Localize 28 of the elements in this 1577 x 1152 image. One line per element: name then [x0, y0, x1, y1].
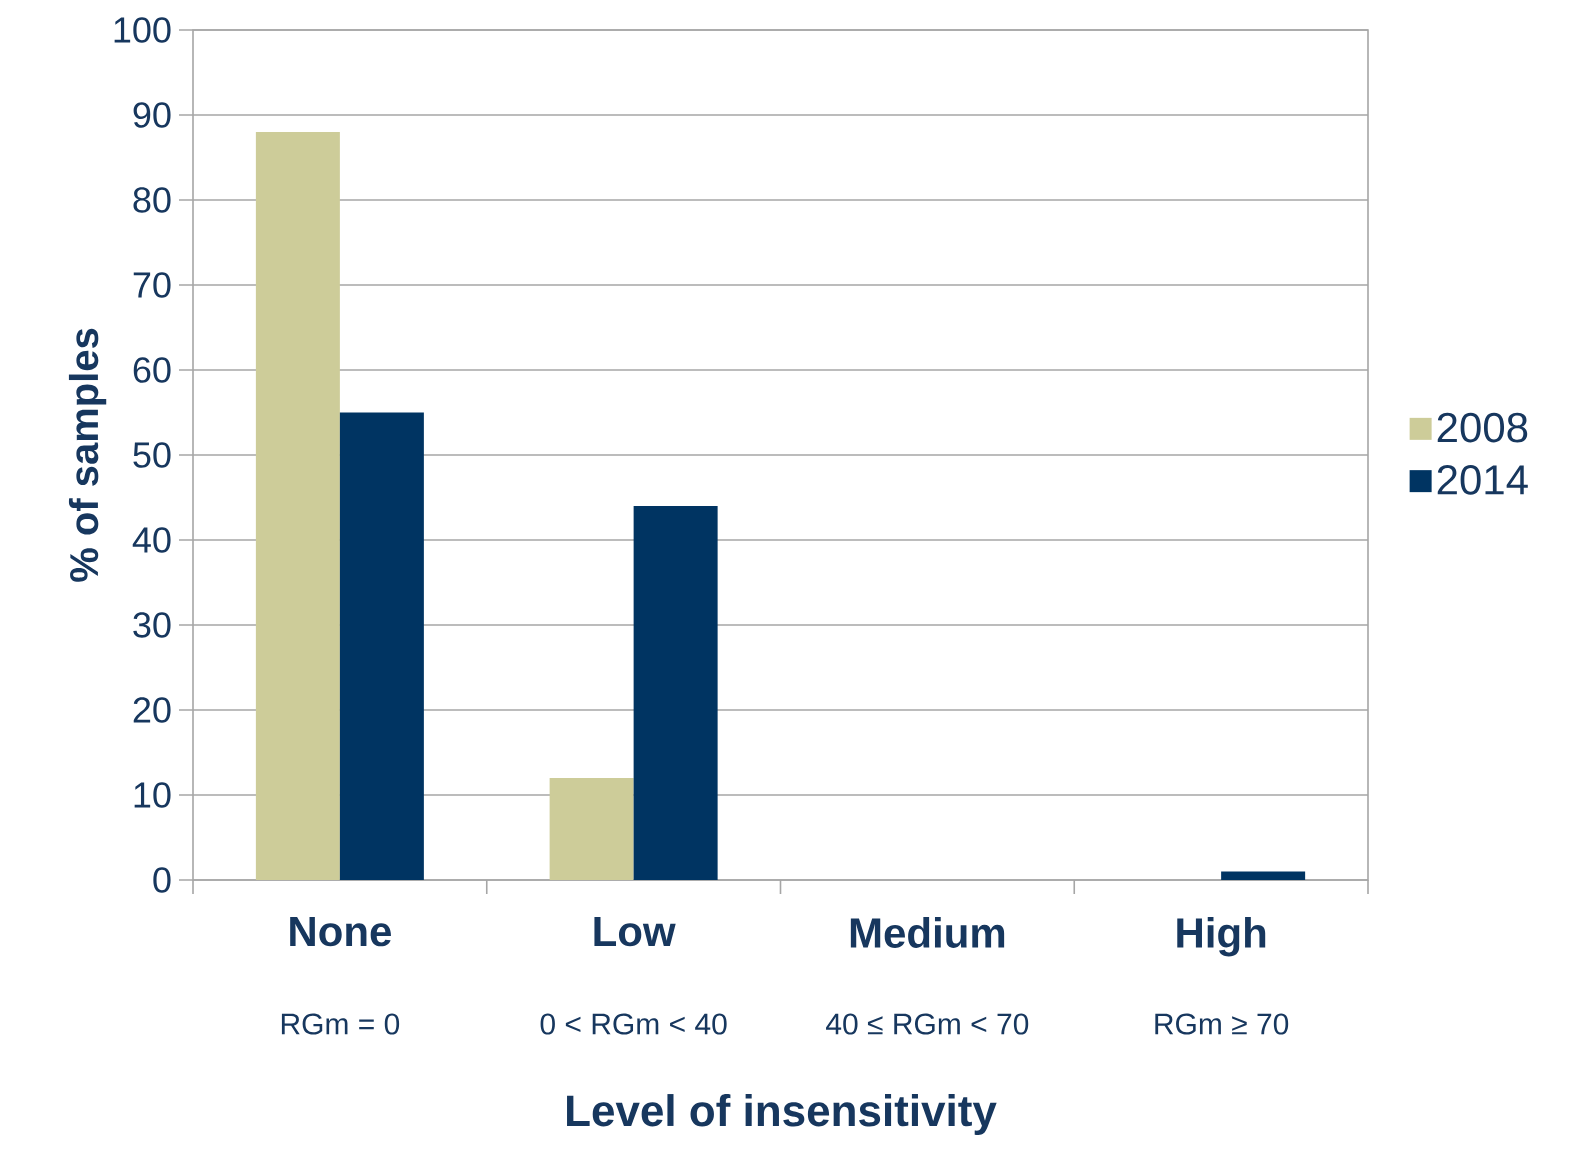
- x-tick-label: Low: [594, 917, 676, 947]
- y-tick-label: 0: [153, 867, 171, 893]
- bar: [549, 778, 634, 880]
- bar: [255, 131, 340, 880]
- bar: [339, 412, 424, 880]
- y-tick-label: 20: [133, 697, 171, 723]
- text: RGm = 0: [281, 1013, 400, 1035]
- x-axis-title: Level of insensitivity: [567, 1094, 997, 1136]
- y-tick-label: 50: [133, 442, 171, 468]
- bar: [1221, 871, 1306, 880]
- bar: [633, 505, 718, 880]
- y-tick-label: 80: [133, 187, 171, 213]
- text: 40 ≤ RGm < 70: [826, 1013, 1029, 1035]
- y-tick-label: 60: [133, 357, 171, 383]
- y-tick-label: 100: [114, 17, 171, 43]
- text: RGm ≥ 70: [1155, 1013, 1289, 1035]
- x-tick-label: Medium: [850, 917, 1005, 948]
- legend-label: 2008: [1437, 412, 1528, 443]
- x-tick-label: None: [290, 917, 391, 947]
- y-axis-title: % of samples: [68, 328, 107, 582]
- y-tick-label: 30: [133, 612, 171, 638]
- y-tick-label: 10: [134, 782, 171, 808]
- legend-label: 2014: [1437, 464, 1528, 495]
- y-tick-label: 70: [133, 272, 171, 298]
- y-tick-label: 90: [133, 102, 171, 128]
- text: 0 < RGm < 40: [540, 1013, 727, 1035]
- x-tick-label: High: [1177, 917, 1266, 957]
- y-tick-label: 40: [132, 527, 171, 553]
